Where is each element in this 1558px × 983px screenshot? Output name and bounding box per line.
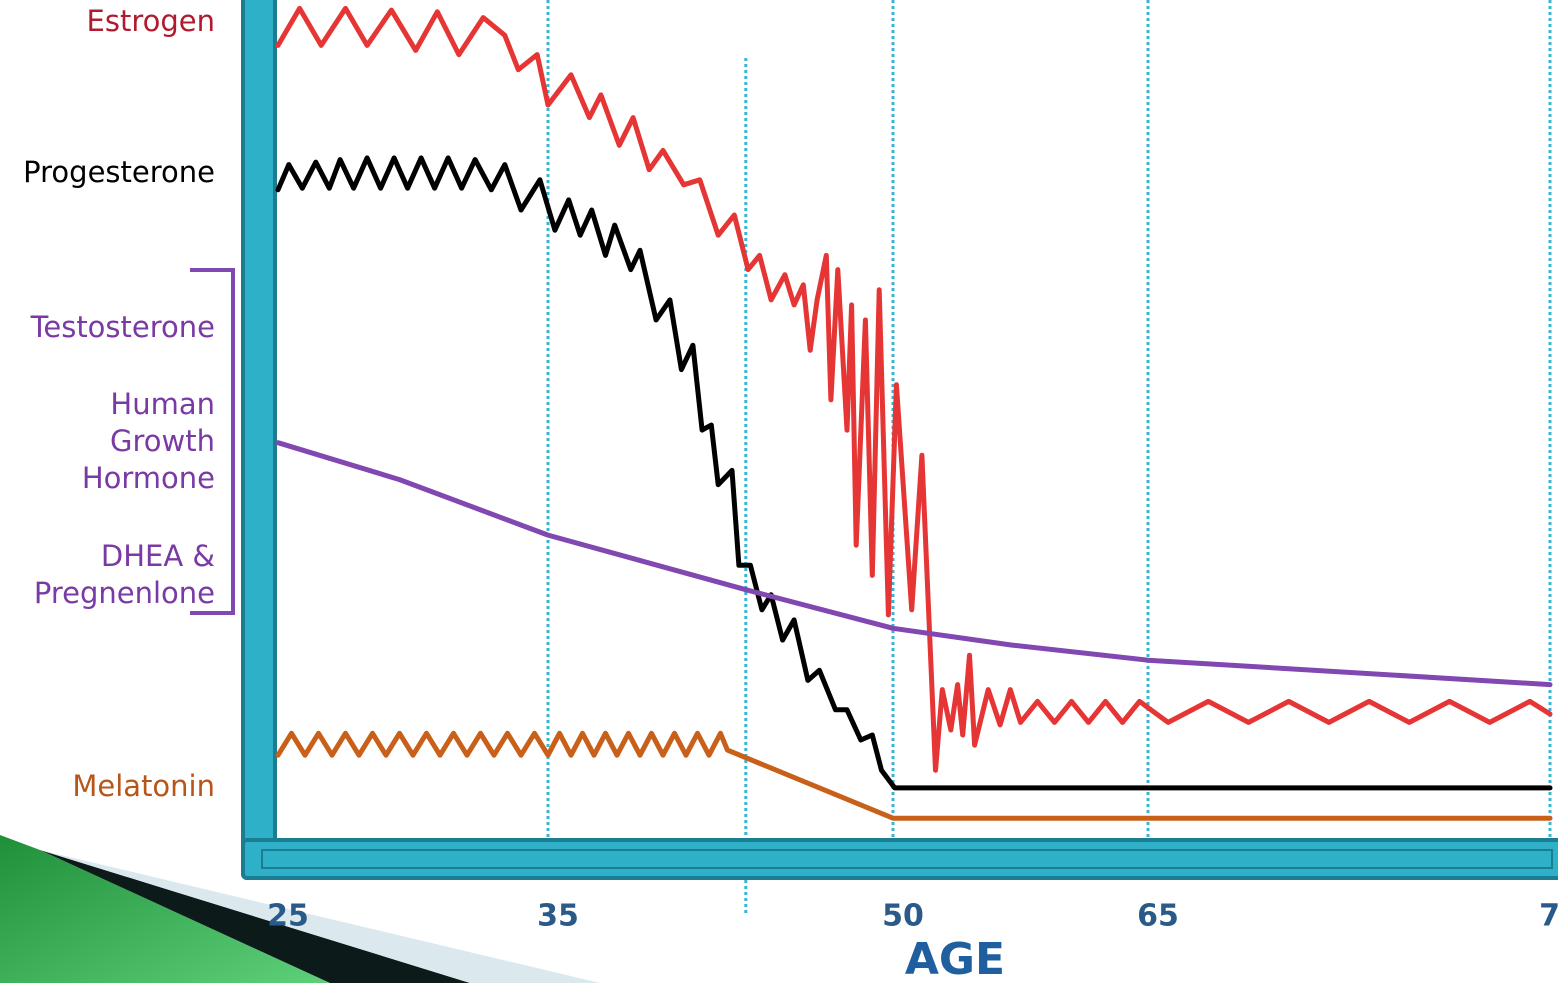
x-tick-label: 25 xyxy=(267,899,309,934)
x-tick-label: 50 xyxy=(882,899,924,934)
legend-label: Melatonin xyxy=(72,769,215,803)
y-axis-frame xyxy=(241,0,277,880)
series-line xyxy=(275,155,1553,791)
decor-green xyxy=(0,835,330,983)
series-line xyxy=(275,730,1553,821)
legend-label: Estrogen xyxy=(86,4,215,38)
legend-label: DHEA & Pregnenlone xyxy=(33,539,215,610)
legend-label: Testosterone xyxy=(30,310,215,344)
x-tick-label: 65 xyxy=(1137,899,1179,934)
series-line xyxy=(275,440,1553,688)
group-bracket xyxy=(190,268,235,615)
legend-label: Human Growth Hormone xyxy=(81,387,215,495)
x-axis-title: AGE xyxy=(905,934,1005,983)
x-tick-label: 35 xyxy=(537,899,579,934)
series-line xyxy=(275,5,1553,773)
x-tick-label: 75 xyxy=(1539,899,1558,934)
x-axis-inner xyxy=(261,849,1553,869)
legend-label: Progesterone xyxy=(23,155,215,189)
decor-light xyxy=(40,850,600,983)
x-axis-frame xyxy=(241,838,1558,880)
